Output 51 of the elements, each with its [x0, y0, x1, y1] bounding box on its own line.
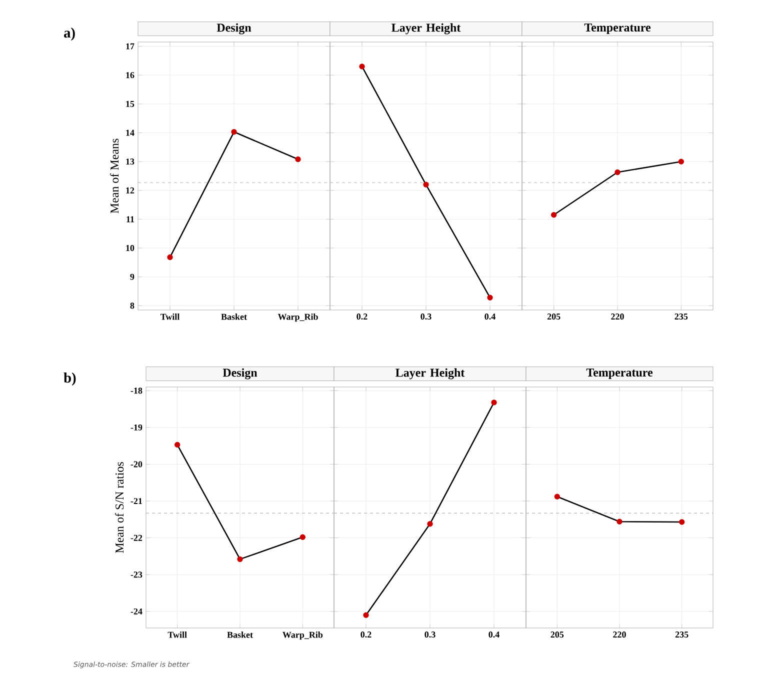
text: b) — [64, 372, 76, 386]
x-tick-label: 0.3 — [424, 632, 436, 638]
y-tick-label: -18 — [130, 388, 142, 394]
y-tick-label: -21 — [130, 498, 142, 504]
y-tick-label: 17 — [126, 43, 134, 50]
x-tick-label: Basket — [221, 314, 247, 320]
y-tick-label: 12 — [126, 187, 134, 194]
x-tick-label: 0.4 — [484, 314, 496, 320]
y-tick-label: 10 — [126, 244, 134, 252]
y-tick-label: -20 — [130, 461, 142, 468]
x-tick-label: 0.4 — [488, 632, 500, 638]
point — [237, 556, 243, 562]
point — [295, 156, 301, 162]
y-tick-label: 9 — [130, 274, 134, 280]
point — [167, 254, 173, 260]
point — [174, 442, 180, 448]
y-tick-label: -19 — [130, 424, 142, 430]
x-tick-label: Warp_Rib — [282, 632, 323, 640]
y-tick-label: 16 — [126, 72, 134, 78]
x-tick-label: 0.3 — [420, 314, 432, 320]
y-tick-label: 15 — [126, 100, 134, 107]
y-axis-title: Mean of Means — [110, 138, 119, 214]
x-tick-label: 235 — [674, 314, 688, 320]
chart-title: Temperature — [586, 368, 653, 379]
y-tick-label: -24 — [130, 608, 142, 614]
y-tick-label: -22 — [130, 534, 142, 541]
point — [231, 129, 237, 135]
chart-title: Layer Height — [392, 23, 461, 34]
x-tick-label: 205 — [547, 314, 560, 320]
chart-title: Layer Height — [396, 368, 465, 380]
point — [300, 534, 306, 540]
x-tick-label: 205 — [550, 632, 564, 638]
chart-title: Temperature — [584, 24, 651, 34]
x-tick-label: Twill — [160, 314, 180, 320]
y-axis-title: Mean of S/N ratios — [115, 462, 124, 553]
x-tick-label: 0.2 — [360, 632, 372, 638]
x-tick-label: 235 — [675, 632, 688, 638]
y-tick-label: -23 — [130, 572, 142, 578]
y-tick-label: 8 — [130, 302, 134, 309]
chart-title: Design — [216, 23, 252, 34]
x-tick-label: 220 — [611, 314, 624, 320]
x-tick-label: Warp_Rib — [278, 314, 318, 322]
chart-title: Design — [222, 368, 258, 380]
y-tick-label: 13 — [126, 158, 134, 165]
x-tick-label: Twill — [168, 632, 187, 638]
x-tick-label: Basket — [227, 632, 253, 638]
x-tick-label: 0.2 — [356, 314, 368, 320]
text: a) — [64, 28, 75, 41]
y-tick-label: 14 — [126, 130, 134, 136]
x-tick-label: 220 — [613, 632, 626, 638]
y-tick-label: 11 — [126, 216, 134, 222]
